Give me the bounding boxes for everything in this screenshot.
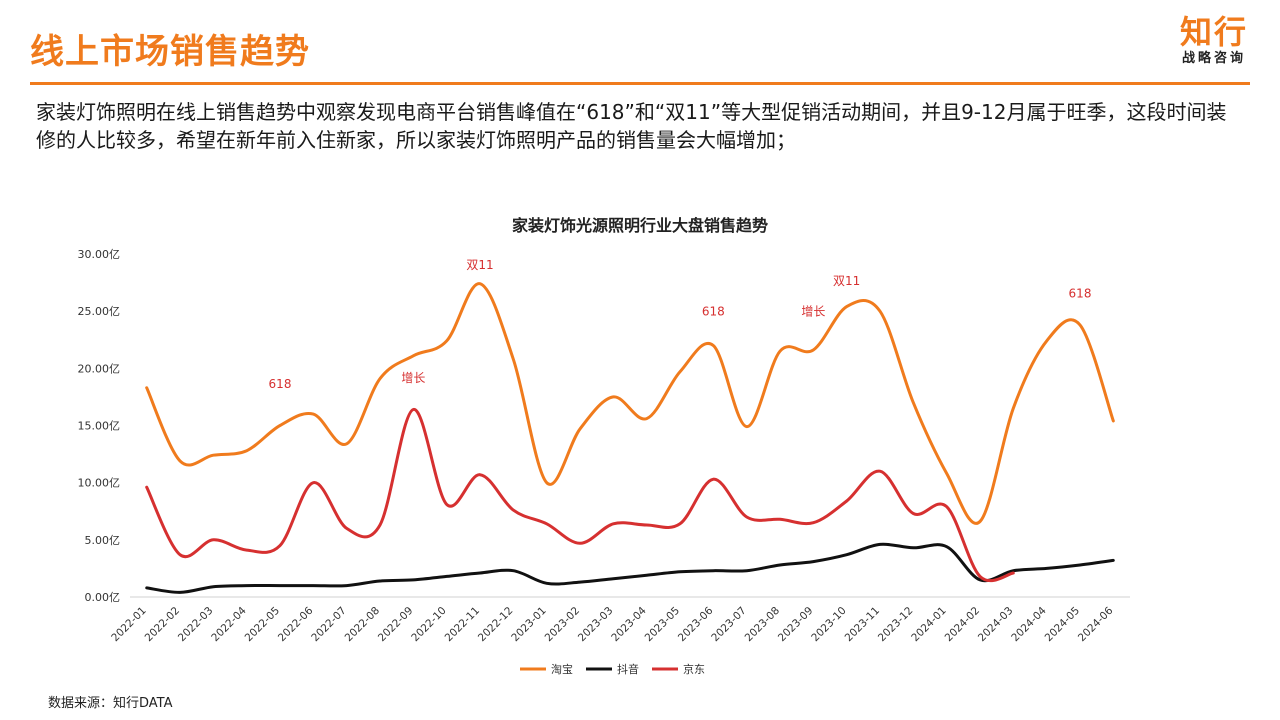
annotation-label: 618 bbox=[1069, 286, 1092, 300]
chart-container: 家装灯饰光源照明行业大盘销售趋势 0.00亿 5.00亿 10.00亿 15.00亿 2… bbox=[0, 200, 1280, 690]
annotation-label: 618 bbox=[269, 377, 292, 391]
x-tick-label: 2024-02 bbox=[943, 605, 983, 645]
brand-logo: 知行 战略咨询 bbox=[1180, 16, 1248, 65]
logo-sub-text: 战略咨询 bbox=[1181, 51, 1246, 66]
annotation-label: 双11 bbox=[833, 274, 860, 288]
series-line-douyin bbox=[145, 542, 1115, 594]
x-tick-label: 2022-01 bbox=[109, 605, 149, 645]
series-line-taobao bbox=[145, 282, 1115, 525]
description-text: 家装灯饰照明在线上销售趋势中观察发现电商平台销售峰值在“618”和“双11”等大… bbox=[36, 100, 1227, 152]
y-tick-label: 15.00亿 bbox=[78, 420, 121, 433]
x-tick-label: 2023-10 bbox=[809, 605, 849, 645]
y-tick-label: 20.00亿 bbox=[78, 362, 121, 375]
x-tick-label: 2023-12 bbox=[876, 605, 916, 645]
source-note: 数据来源：知行DATA bbox=[48, 696, 173, 711]
y-tick-label: 25.00亿 bbox=[78, 305, 121, 318]
annotation-label: 双11 bbox=[466, 258, 493, 272]
x-tick-label: 2022-02 bbox=[143, 605, 183, 645]
x-tick-label: 2023-06 bbox=[676, 604, 716, 644]
x-tick-label: 2024-04 bbox=[1009, 604, 1049, 644]
y-tick-label: 5.00亿 bbox=[85, 534, 121, 547]
annotation-label: 增长 bbox=[401, 371, 425, 385]
x-tick-label: 2022-10 bbox=[409, 605, 449, 645]
x-tick-label: 2022-06 bbox=[276, 604, 316, 644]
x-tick-label: 2023-01 bbox=[509, 605, 549, 645]
x-tick-label: 2023-04 bbox=[609, 604, 649, 644]
x-tick-label: 2022-11 bbox=[443, 605, 483, 645]
x-tick-label: 2022-09 bbox=[376, 605, 416, 645]
y-tick-label: 0.00亿 bbox=[85, 591, 121, 604]
annotation-label: 增长 bbox=[801, 305, 825, 319]
x-tick-label: 2022-08 bbox=[343, 605, 383, 645]
series-line-jd bbox=[145, 407, 1015, 583]
x-tick-label: 2023-03 bbox=[576, 605, 616, 645]
chart-title: 家装灯饰光源照明行业大盘销售趋势 bbox=[511, 216, 768, 235]
x-tick-label: 2023-11 bbox=[843, 605, 883, 645]
x-tick-label: 2024-01 bbox=[909, 605, 949, 645]
x-tick-label: 2022-03 bbox=[176, 605, 216, 645]
x-tick-label: 2023-09 bbox=[776, 605, 816, 645]
line-chart: 0.00亿 5.00亿 10.00亿 15.00亿 20.00亿 25.00亿 30.00亿… bbox=[78, 248, 1130, 676]
y-tick-label: 10.00亿 bbox=[78, 477, 121, 490]
legend-label-jd: 京东 bbox=[683, 662, 705, 676]
x-tick-label: 2024-03 bbox=[976, 605, 1016, 645]
x-tick-label: 2022-05 bbox=[243, 605, 283, 645]
logo-main-text: 知行 bbox=[1179, 13, 1248, 51]
page-title: 线上市场销售趋势 bbox=[30, 32, 310, 72]
title-divider bbox=[30, 82, 1250, 85]
legend-label-taobao: 淘宝 bbox=[551, 662, 573, 676]
x-tick-label: 2023-05 bbox=[643, 605, 683, 645]
x-tick-label: 2024-06 bbox=[1076, 604, 1116, 644]
annotation-label: 618 bbox=[702, 305, 725, 319]
legend-label-douyin: 抖音 bbox=[617, 662, 639, 676]
x-tick-label: 2024-05 bbox=[1043, 605, 1083, 645]
x-tick-label: 2022-12 bbox=[476, 605, 516, 645]
x-tick-label: 2023-02 bbox=[543, 605, 583, 645]
x-tick-label: 2023-07 bbox=[709, 605, 749, 645]
y-tick-label: 30.00亿 bbox=[78, 248, 121, 261]
x-tick-label: 2023-08 bbox=[743, 605, 783, 645]
x-tick-label: 2022-07 bbox=[309, 605, 349, 645]
x-tick-label: 2022-04 bbox=[209, 604, 249, 644]
